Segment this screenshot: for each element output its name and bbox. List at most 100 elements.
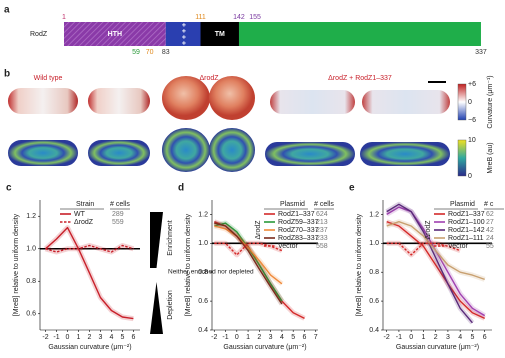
y-tick-label: 0.6 xyxy=(26,311,36,318)
series-line xyxy=(46,228,134,319)
cell xyxy=(8,140,78,166)
x-tick-label: 2 xyxy=(257,334,261,341)
cell xyxy=(88,88,150,114)
annotation: Enrichment xyxy=(167,220,174,255)
colorbar-tick: −6 xyxy=(468,117,476,124)
legend-label: RodZ83–337 xyxy=(278,235,319,242)
y-tick-label: 0.4 xyxy=(198,327,208,334)
panel-label: d xyxy=(178,183,184,194)
cell xyxy=(162,128,210,172)
residue-label: 1 xyxy=(62,14,66,21)
cell xyxy=(209,128,255,172)
x-tick-label: 1 xyxy=(421,334,425,341)
x-tick-label: -1 xyxy=(222,334,228,341)
x-tick-label: 3 xyxy=(98,334,102,341)
legend-label: RodZ59–337 xyxy=(278,219,319,226)
domain xyxy=(239,22,481,46)
x-axis-title: Gaussian curvature (μm⁻²) xyxy=(48,344,131,351)
y-tick-label: 0.8 xyxy=(26,278,36,285)
residue-label: 70 xyxy=(146,49,154,56)
y-tick-label: 1.2 xyxy=(26,213,36,220)
y-tick-label: 1.2 xyxy=(369,211,379,218)
condition-label: Wild type xyxy=(34,75,63,82)
y-tick-label: 1.0 xyxy=(198,240,208,247)
legend-count-title: # cells xyxy=(314,201,334,208)
x-tick-label: 6 xyxy=(483,334,487,341)
colorbar-tick: 0 xyxy=(468,173,472,180)
cell xyxy=(162,76,210,120)
x-tick-label: 3 xyxy=(269,334,273,341)
x-tick-label: 1 xyxy=(246,334,250,341)
x-tick-label: 5 xyxy=(120,334,124,341)
x-tick-label: 7 xyxy=(314,334,318,341)
page: aRodZHTH+ + + +TM1111142155597083337bWil… xyxy=(0,0,505,358)
legend-count: 289 xyxy=(112,211,124,218)
condition-label: ΔrodZ xyxy=(199,75,219,82)
x-tick-label: 1 xyxy=(77,334,81,341)
cell xyxy=(209,76,255,120)
domain-label: + + + + xyxy=(179,23,186,45)
legend-label: Vector xyxy=(278,243,299,250)
series-band xyxy=(214,223,282,304)
x-tick-label: 4 xyxy=(280,334,284,341)
legend-count: 624 xyxy=(316,211,328,218)
residue-label: 337 xyxy=(475,49,487,56)
residue-label: 83 xyxy=(162,49,170,56)
y-tick-label: 0.4 xyxy=(369,327,379,334)
cell xyxy=(360,142,450,166)
cell xyxy=(362,90,450,114)
y-tick-label: 1.0 xyxy=(26,246,36,253)
legend-label: RodZ1–100 xyxy=(448,219,485,226)
x-tick-label: 2 xyxy=(87,334,91,341)
residue-label: 155 xyxy=(249,14,261,21)
y-tick-label: 0.6 xyxy=(369,298,379,305)
x-tick-label: 3 xyxy=(446,334,450,341)
colorbar xyxy=(458,140,466,176)
legend-count: 24 xyxy=(486,235,494,242)
legend-title: Plasmid xyxy=(450,201,475,208)
colorbar-title: Curvature (μm⁻¹) xyxy=(487,75,494,128)
y-axis-title: [MreB] relative to uniform density xyxy=(185,213,192,316)
y-axis-title: [MreB] relative to uniform density xyxy=(356,213,363,316)
x-tick-label: 4 xyxy=(109,334,113,341)
residue-label: 111 xyxy=(195,14,206,21)
x-axis-title: Gaussian curvature (μm⁻²) xyxy=(396,344,479,351)
legend-count: 42 xyxy=(486,227,494,234)
wedge xyxy=(150,282,163,334)
figure: aRodZHTH+ + + +TM1111142155597083337bWil… xyxy=(0,0,505,358)
cell xyxy=(88,140,150,166)
cell xyxy=(265,142,355,166)
x-tick-label: -1 xyxy=(396,334,402,341)
legend-title: Strain xyxy=(76,201,94,208)
x-tick-label: 0 xyxy=(409,334,413,341)
x-axis-title: Gaussian curvature (μm⁻²) xyxy=(223,344,306,351)
legend-label: RodZ1–111 xyxy=(448,235,484,242)
vertical-label: ΔrodZ xyxy=(425,220,432,240)
vertical-label: ΔrodZ xyxy=(255,220,262,240)
legend-label: RodZ70–337 xyxy=(278,227,319,234)
x-tick-label: 0 xyxy=(235,334,239,341)
wedge xyxy=(150,212,163,268)
x-tick-label: 0 xyxy=(66,334,70,341)
x-tick-label: 4 xyxy=(458,334,462,341)
legend-count: 213 xyxy=(316,219,328,226)
x-tick-label: 5 xyxy=(470,334,474,341)
legend-count: 559 xyxy=(112,219,124,226)
domain-label: TM xyxy=(215,31,225,38)
y-tick-label: 1.2 xyxy=(198,211,208,218)
legend-count: 237 xyxy=(316,227,328,234)
legend-label: RodZ1–142 xyxy=(448,227,485,234)
x-tick-label: 5 xyxy=(291,334,295,341)
legend-label: RodZ1–337 xyxy=(448,211,485,218)
legend-count: 55 xyxy=(486,243,494,250)
legend-count: 558 xyxy=(316,243,328,250)
legend-label: ΔrodZ xyxy=(74,219,94,226)
residue-label: 142 xyxy=(233,14,245,21)
panel-label: b xyxy=(4,69,10,80)
cell xyxy=(8,88,78,114)
condition-label: ΔrodZ + RodZ1–337 xyxy=(328,75,392,82)
panel-label: c xyxy=(6,183,12,194)
y-axis-title: [MreB] relative to uniform density xyxy=(13,213,20,316)
x-tick-label: 6 xyxy=(131,334,135,341)
legend-title: Plasmid xyxy=(280,201,305,208)
